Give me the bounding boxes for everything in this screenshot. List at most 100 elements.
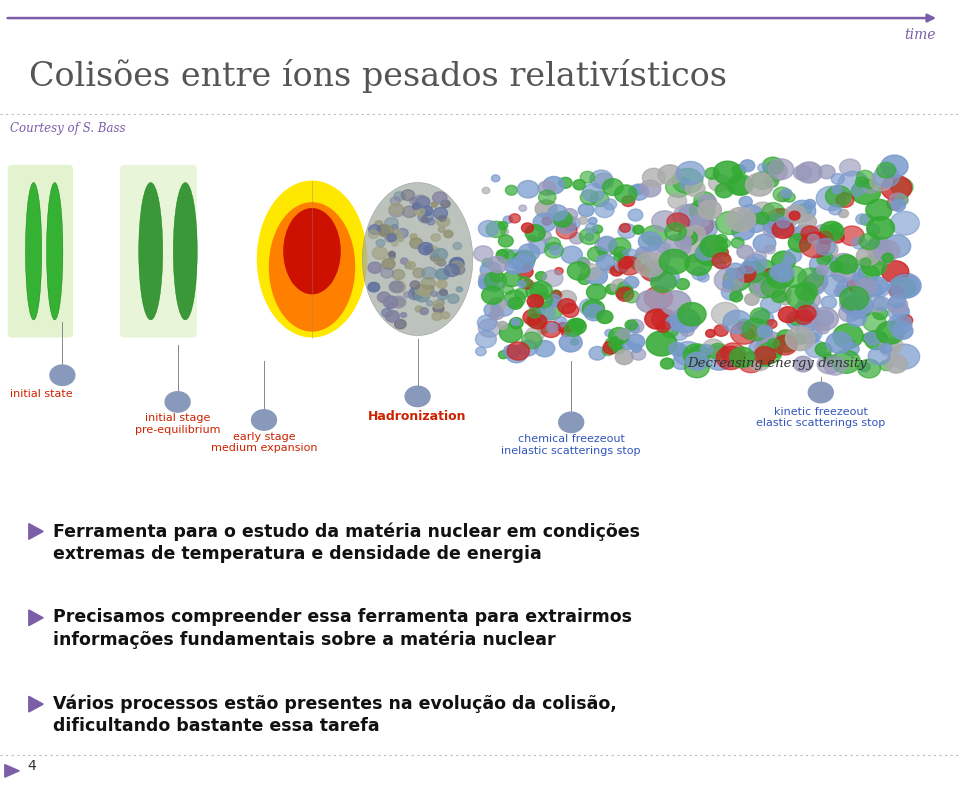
Circle shape <box>478 221 498 237</box>
Circle shape <box>503 216 513 224</box>
Circle shape <box>812 268 827 279</box>
Circle shape <box>559 177 572 188</box>
Circle shape <box>650 265 679 289</box>
Circle shape <box>749 340 768 356</box>
Circle shape <box>741 212 758 226</box>
Circle shape <box>746 217 765 232</box>
Circle shape <box>772 251 796 271</box>
Circle shape <box>423 246 432 253</box>
Circle shape <box>580 171 594 183</box>
Circle shape <box>802 276 826 295</box>
Circle shape <box>583 300 605 318</box>
Circle shape <box>548 205 567 221</box>
Circle shape <box>551 290 561 298</box>
Circle shape <box>503 286 514 294</box>
Circle shape <box>413 286 424 295</box>
Circle shape <box>790 316 802 325</box>
Circle shape <box>579 217 588 225</box>
Circle shape <box>680 325 694 336</box>
Circle shape <box>665 223 686 240</box>
Circle shape <box>723 268 751 291</box>
Circle shape <box>393 269 405 279</box>
Circle shape <box>451 261 464 272</box>
Circle shape <box>785 327 815 351</box>
Circle shape <box>753 250 766 261</box>
Circle shape <box>813 225 832 240</box>
Circle shape <box>746 173 774 196</box>
Circle shape <box>558 299 576 314</box>
Circle shape <box>477 315 496 330</box>
Circle shape <box>776 334 798 352</box>
Circle shape <box>420 286 432 297</box>
Circle shape <box>830 232 845 243</box>
Circle shape <box>732 221 755 240</box>
Circle shape <box>785 217 797 226</box>
Circle shape <box>410 288 418 294</box>
Circle shape <box>711 302 739 326</box>
Circle shape <box>391 281 405 293</box>
Circle shape <box>534 293 553 308</box>
Circle shape <box>800 232 830 257</box>
Circle shape <box>833 323 863 349</box>
Circle shape <box>408 289 422 300</box>
Circle shape <box>567 261 589 280</box>
Circle shape <box>660 250 689 274</box>
Circle shape <box>611 265 623 276</box>
Circle shape <box>879 339 900 356</box>
Circle shape <box>368 283 379 292</box>
Circle shape <box>766 266 794 288</box>
Circle shape <box>541 321 561 338</box>
Circle shape <box>420 206 433 216</box>
Circle shape <box>485 276 504 292</box>
Ellipse shape <box>173 182 197 320</box>
Circle shape <box>880 360 892 371</box>
Circle shape <box>473 246 492 261</box>
Circle shape <box>369 225 380 234</box>
Circle shape <box>817 354 841 374</box>
Circle shape <box>498 235 514 247</box>
Circle shape <box>856 170 874 184</box>
Circle shape <box>768 338 780 348</box>
Text: Decreasing energy density: Decreasing energy density <box>687 357 868 371</box>
Circle shape <box>514 250 536 268</box>
Circle shape <box>686 315 701 327</box>
Circle shape <box>694 356 704 364</box>
Circle shape <box>419 243 433 255</box>
Circle shape <box>698 239 725 261</box>
Circle shape <box>562 209 578 221</box>
Circle shape <box>890 211 920 235</box>
Circle shape <box>570 338 579 345</box>
Circle shape <box>665 312 684 327</box>
Circle shape <box>836 279 862 300</box>
Circle shape <box>763 162 787 181</box>
Circle shape <box>617 329 631 339</box>
Circle shape <box>672 327 687 341</box>
Circle shape <box>889 344 920 369</box>
Circle shape <box>748 260 778 283</box>
Circle shape <box>405 263 412 268</box>
Circle shape <box>539 181 556 195</box>
Circle shape <box>780 296 791 305</box>
Circle shape <box>598 249 608 257</box>
Circle shape <box>618 282 630 292</box>
Circle shape <box>852 273 866 284</box>
FancyBboxPatch shape <box>120 165 197 338</box>
Circle shape <box>544 243 564 258</box>
Circle shape <box>527 313 545 328</box>
Circle shape <box>660 358 674 369</box>
Circle shape <box>798 203 812 215</box>
Circle shape <box>717 253 731 264</box>
Circle shape <box>684 344 709 366</box>
Circle shape <box>843 342 859 356</box>
Circle shape <box>757 332 784 354</box>
Circle shape <box>498 351 508 359</box>
Circle shape <box>867 217 895 239</box>
Circle shape <box>834 288 844 296</box>
Circle shape <box>521 279 534 289</box>
Circle shape <box>410 238 422 249</box>
Circle shape <box>679 230 697 246</box>
Circle shape <box>868 347 890 365</box>
Circle shape <box>823 352 832 360</box>
Circle shape <box>814 310 833 327</box>
Circle shape <box>527 294 543 308</box>
